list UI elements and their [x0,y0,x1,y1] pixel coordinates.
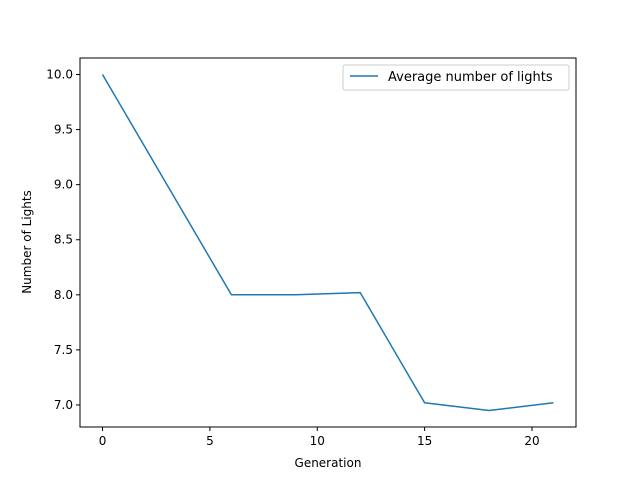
y-tick-label: 10.0 [46,68,73,82]
y-tick-label: 9.5 [54,123,73,137]
legend-box [342,64,570,91]
y-tick-label: 8.0 [54,288,73,302]
legend: Average number of lights [342,64,570,91]
series-line-0 [101,74,554,412]
y-tick-label: 8.5 [54,233,73,247]
x-tick-label: 20 [524,434,539,448]
y-tick-label: 7.0 [54,398,73,412]
x-tick-label: 15 [417,434,432,448]
x-tick-label: 5 [206,434,214,448]
y-axis: 7.0 7.5 8.0 8.5 9.0 9.5 10.0 [46,68,80,412]
x-axis-label: Generation [295,456,362,470]
x-tick-label: 0 [99,434,107,448]
plot-frame [79,57,577,428]
y-tick-label: 7.5 [54,343,73,357]
x-axis: 0 5 10 15 20 [99,427,540,448]
legend-entry-label: Average number of lights [388,70,553,85]
plot-area [79,57,577,428]
x-tick-label: 10 [310,434,325,448]
y-tick-label: 9.0 [54,178,73,192]
y-axis-label: Number of Lights [20,190,34,294]
